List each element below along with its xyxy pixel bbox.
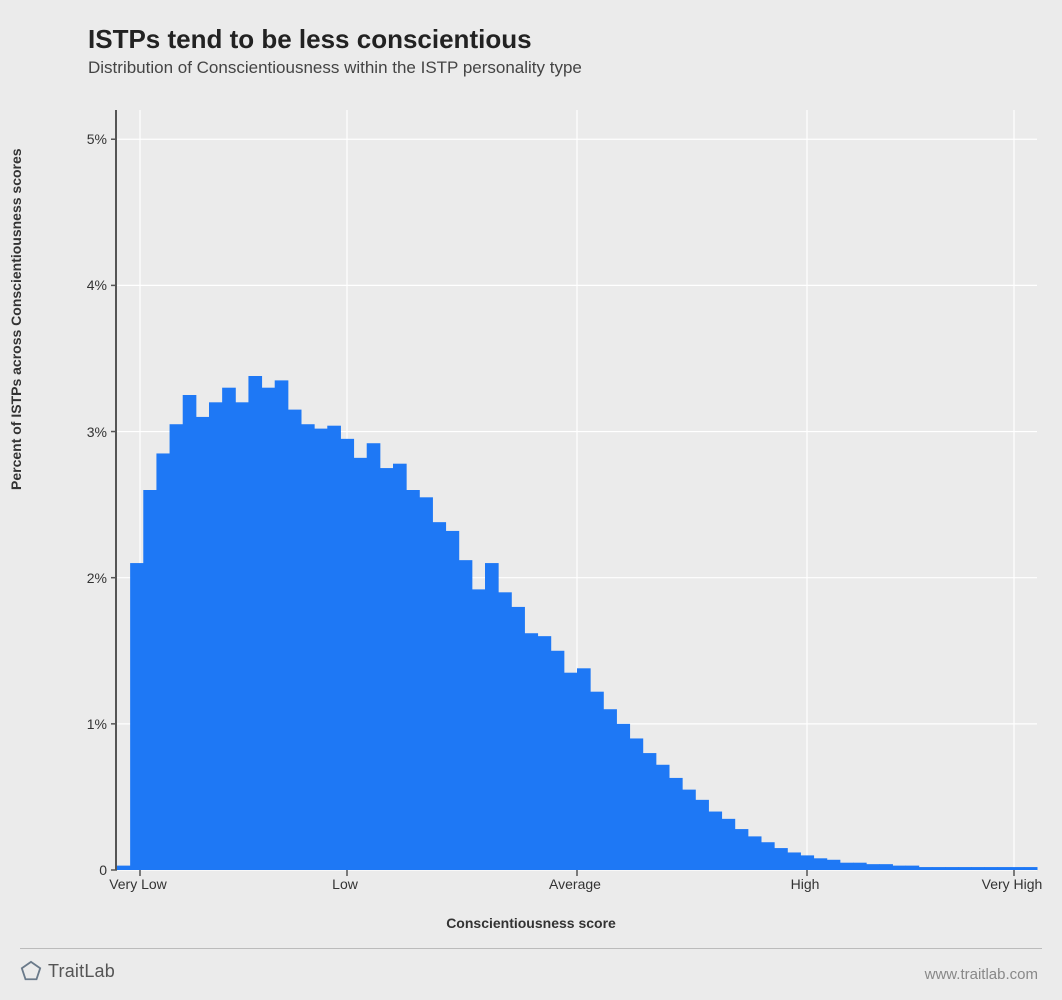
histogram-bar <box>840 863 854 870</box>
histogram-bar <box>590 692 604 870</box>
histogram-bar <box>393 464 407 870</box>
histogram-bar <box>275 380 289 870</box>
histogram-bar <box>879 864 893 870</box>
histogram-bar <box>577 668 591 870</box>
histogram-bar <box>183 395 197 870</box>
histogram-bar <box>998 867 1012 870</box>
histogram-bar <box>1024 867 1038 870</box>
histogram-bar <box>564 673 578 870</box>
histogram-bar <box>814 858 828 870</box>
histogram-bar <box>301 424 315 870</box>
histogram-bar <box>695 800 709 870</box>
logo-text: TraitLab <box>48 961 115 982</box>
histogram-bar <box>117 866 131 870</box>
histogram-bar <box>853 863 867 870</box>
histogram-bar <box>498 592 512 870</box>
histogram-bar <box>209 402 223 870</box>
x-tick-label: Very High <box>982 876 1043 892</box>
y-axis-label: Percent of ISTPs across Conscientiousnes… <box>8 148 24 490</box>
histogram-bar <box>130 563 144 870</box>
histogram-bar <box>432 522 446 870</box>
histogram-bar <box>971 867 985 870</box>
histogram-bar <box>866 864 880 870</box>
histogram-bar <box>1011 867 1025 870</box>
histogram-bar <box>827 860 841 870</box>
histogram-bar <box>446 531 460 870</box>
y-tick-label: 2% <box>87 570 107 586</box>
x-tick-label: Low <box>332 876 358 892</box>
histogram-bar <box>222 388 236 870</box>
histogram-bar <box>551 651 565 870</box>
chart-title: ISTPs tend to be less conscientious <box>88 24 532 55</box>
histogram-bar <box>800 855 814 870</box>
histogram-bar <box>354 458 368 870</box>
logo-icon <box>20 960 42 982</box>
footer-url: www.traitlab.com <box>925 966 1038 983</box>
histogram-bar <box>327 426 341 870</box>
histogram-bar <box>459 560 473 870</box>
histogram-bar <box>472 589 486 870</box>
histogram-bar <box>406 490 420 870</box>
y-tick-label: 0 <box>99 862 107 878</box>
histogram-bar <box>643 753 657 870</box>
histogram-bar <box>774 848 788 870</box>
histogram-bar <box>630 738 644 870</box>
histogram-bar <box>511 607 525 870</box>
histogram-bar <box>682 790 696 870</box>
histogram-bar <box>235 402 249 870</box>
histogram-bar <box>196 417 210 870</box>
histogram-bar <box>656 765 670 870</box>
histogram-bar <box>262 388 276 870</box>
x-axis-label: Conscientiousness score <box>0 915 1062 931</box>
histogram-bar <box>380 468 394 870</box>
histogram-bar <box>170 424 184 870</box>
histogram-bar <box>748 836 762 870</box>
plot-area <box>115 110 1035 870</box>
histogram-bar <box>722 819 736 870</box>
histogram-bar <box>538 636 552 870</box>
histogram-bar <box>787 852 801 870</box>
histogram-bar <box>419 497 433 870</box>
chart-subtitle: Distribution of Conscientiousness within… <box>88 58 582 78</box>
histogram-bar <box>669 778 683 870</box>
histogram-bar <box>367 443 381 870</box>
histogram-bar <box>919 867 933 870</box>
histogram-bar <box>958 867 972 870</box>
histogram-bar <box>288 410 302 870</box>
chart-container: ISTPs tend to be less conscientious Dist… <box>0 0 1062 1000</box>
histogram-bar <box>485 563 499 870</box>
histogram-bar <box>708 812 722 870</box>
x-tick-label: Very Low <box>109 876 167 892</box>
logo: TraitLab <box>20 960 115 982</box>
histogram-bar <box>984 867 998 870</box>
histogram-bar <box>906 866 920 870</box>
x-tick-label: High <box>791 876 820 892</box>
histogram-bar <box>143 490 157 870</box>
histogram-svg <box>117 110 1037 870</box>
y-tick-label: 1% <box>87 716 107 732</box>
histogram-bar <box>314 429 328 870</box>
y-tick-label: 5% <box>87 131 107 147</box>
x-tick-label: Average <box>549 876 601 892</box>
histogram-bar <box>761 842 775 870</box>
histogram-bar <box>156 453 170 870</box>
histogram-bar <box>340 439 354 870</box>
histogram-bar <box>524 633 538 870</box>
footer-divider <box>20 948 1042 949</box>
histogram-bar <box>603 709 617 870</box>
y-tick-label: 3% <box>87 424 107 440</box>
y-tick-label: 4% <box>87 277 107 293</box>
histogram-bar <box>945 867 959 870</box>
histogram-bar <box>616 724 630 870</box>
histogram-bar <box>892 866 906 870</box>
histogram-bar <box>248 376 262 870</box>
histogram-bar <box>932 867 946 870</box>
histogram-bar <box>735 829 749 870</box>
